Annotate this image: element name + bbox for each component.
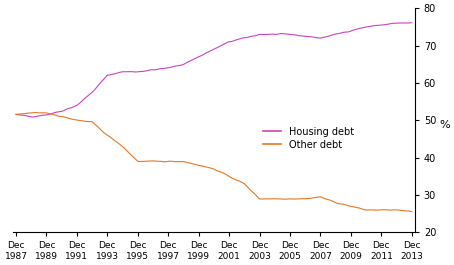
Y-axis label: %: % xyxy=(439,120,450,130)
Legend: Housing debt, Other debt: Housing debt, Other debt xyxy=(260,123,358,154)
